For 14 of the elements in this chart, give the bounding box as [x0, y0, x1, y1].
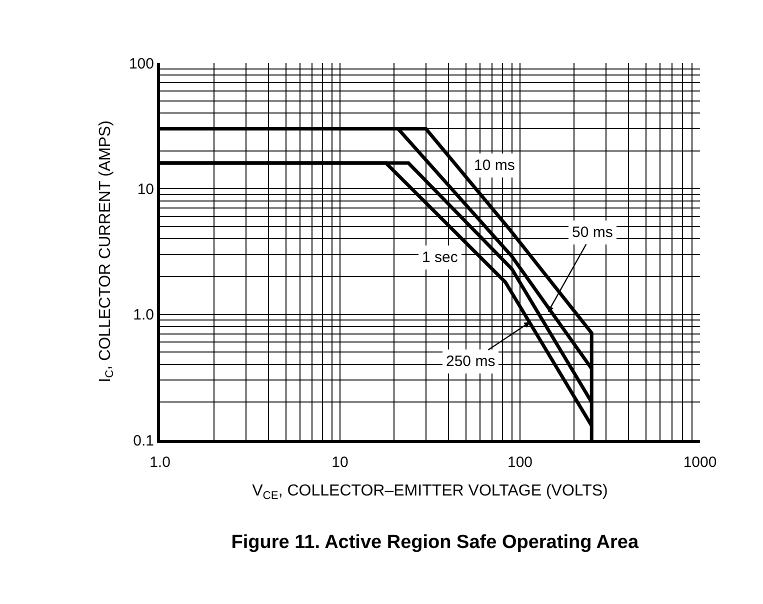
x-tick-label: 100 — [507, 454, 533, 471]
annotation: 250 ms — [446, 353, 496, 370]
x-tick-label: 1000 — [683, 454, 717, 471]
annotation: 50 ms — [572, 224, 613, 241]
text: Figure 11. Active Region Safe Operating Area — [231, 532, 639, 553]
x-tick-label: 10 — [332, 454, 348, 471]
x-axis-title: V$_{CE}$, COLLECTOR–EMITTER VOLTAGE (VOLTS) — [252, 482, 608, 502]
annotation: 1 sec — [422, 249, 458, 266]
y-tick-label: 0.1 — [133, 432, 154, 450]
x-tick-label: 1.0 — [150, 454, 170, 471]
y-tick-label: 100 — [128, 55, 154, 72]
y-tick-label: 10 — [137, 180, 154, 198]
annotation: 10 ms — [474, 157, 515, 174]
y-tick-label: 1.0 — [133, 306, 154, 324]
